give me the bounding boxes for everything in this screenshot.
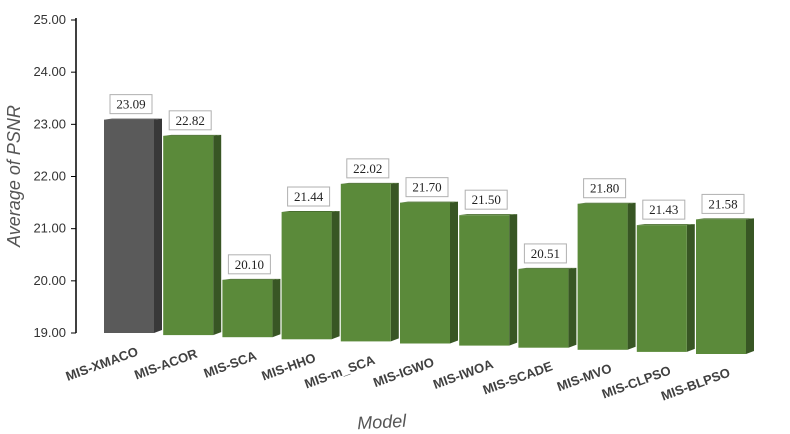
- bar-side: [746, 218, 754, 354]
- data-label-box: [287, 186, 331, 207]
- bar-top: [163, 134, 222, 136]
- bar-side: [272, 278, 281, 338]
- bar-front: [577, 203, 628, 350]
- bar-front: [340, 183, 391, 342]
- bar-top: [281, 211, 340, 213]
- bar-front: [400, 202, 450, 344]
- bar-top: [636, 224, 695, 226]
- bar-side: [627, 202, 636, 350]
- data-label-box: [405, 177, 449, 198]
- bar-top: [577, 202, 636, 204]
- bar-top: [518, 267, 577, 269]
- bar-side: [331, 211, 340, 340]
- data-label: 20.51: [531, 246, 560, 261]
- y-tick-label: 21.00: [33, 221, 66, 236]
- axis-layer: 19.00 20.00 21.00 22.00 23.00 24.00 25.00: [33, 12, 77, 340]
- x-tick-label: MIS-ACOR: [132, 346, 199, 383]
- y-axis-title: Average of PSNR: [4, 105, 24, 248]
- y-tick-label: 20.00: [33, 273, 66, 288]
- bar: [518, 267, 577, 348]
- x-tick-label: MIS-XMACO: [64, 344, 140, 384]
- data-label: 21.50: [472, 192, 501, 207]
- data-label-box: [109, 94, 153, 115]
- data-label: 20.10: [235, 257, 264, 272]
- bar: [281, 211, 340, 340]
- data-label: 21.70: [412, 180, 441, 195]
- bar-front: [222, 279, 273, 338]
- bar: [340, 182, 399, 342]
- bar-side: [450, 201, 458, 344]
- bar-side: [509, 214, 518, 346]
- bar-side: [154, 118, 162, 333]
- bar-top: [104, 118, 162, 120]
- bar-side: [568, 267, 577, 348]
- bar-top: [400, 201, 458, 203]
- y-tick-label: 24.00: [33, 64, 66, 79]
- data-label-box: [701, 193, 745, 214]
- y-tick-label: 22.00: [33, 169, 66, 184]
- bar-top: [696, 218, 754, 220]
- data-label: 21.58: [708, 196, 737, 211]
- x-axis-title: Model: [357, 411, 408, 434]
- y-tick-label: 23.00: [33, 116, 66, 131]
- data-label: 21.44: [294, 189, 324, 204]
- data-label-box: [168, 110, 212, 131]
- data-label-box: [227, 254, 271, 275]
- bar-top: [340, 182, 399, 184]
- data-label: 23.09: [116, 97, 145, 112]
- bar-layer: [104, 118, 754, 354]
- bar-front: [636, 225, 687, 352]
- data-label: 21.43: [649, 202, 678, 217]
- bar: [577, 202, 636, 350]
- bar-top: [459, 214, 518, 216]
- x-tick-label: MIS-SCA: [202, 348, 259, 381]
- bar: [163, 134, 222, 336]
- bar-front: [696, 219, 746, 354]
- data-label: 21.80: [590, 181, 619, 196]
- bar-front: [104, 119, 154, 333]
- bar: [400, 201, 458, 344]
- bar: [696, 218, 754, 354]
- bar: [636, 224, 695, 352]
- bar-side: [213, 134, 222, 336]
- data-label-box: [583, 178, 627, 199]
- y-tick-label: 25.00: [33, 12, 66, 27]
- bar-side: [390, 182, 399, 342]
- bar-front: [459, 215, 510, 346]
- bar: [104, 118, 162, 333]
- bar-front: [281, 212, 332, 340]
- data-label-box: [642, 199, 686, 220]
- bar-front: [518, 268, 569, 348]
- bar-top: [222, 278, 281, 280]
- data-label-box: [464, 189, 508, 210]
- bar-side: [686, 224, 695, 352]
- x-tick-label: MIS-IGWO: [371, 354, 436, 390]
- data-label-box: [523, 243, 567, 264]
- bar-front: [163, 135, 214, 336]
- bar: [459, 214, 518, 346]
- bar: [222, 278, 281, 338]
- y-tick-label: 19.00: [33, 325, 66, 340]
- data-label: 22.82: [176, 113, 205, 128]
- data-label-box: [346, 158, 390, 179]
- data-label: 22.02: [353, 161, 382, 176]
